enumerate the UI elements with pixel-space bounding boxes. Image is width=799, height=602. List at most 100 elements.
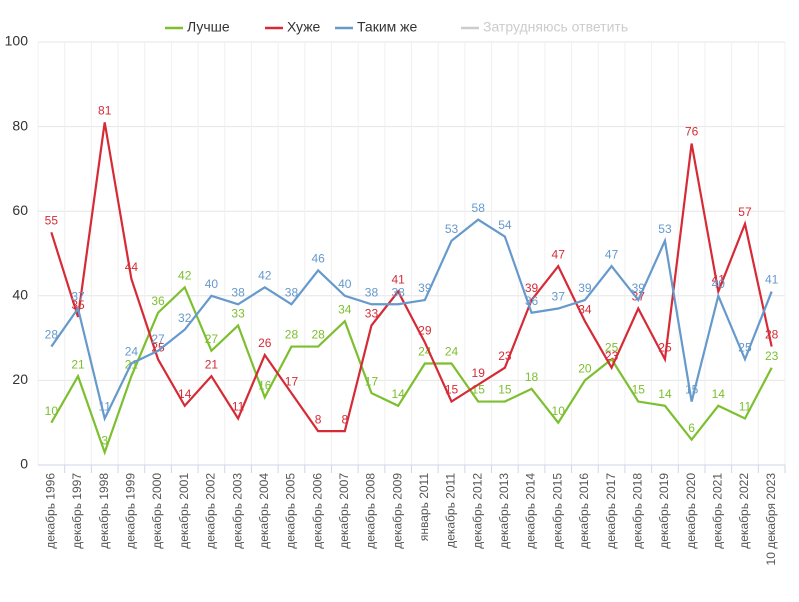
x-tick-label: декабрь 2017 xyxy=(604,473,618,549)
data-label: 18 xyxy=(525,370,539,384)
data-label: 76 xyxy=(685,125,699,139)
data-label: 55 xyxy=(45,214,59,228)
legend-label: Затрудняюсь ответить xyxy=(483,19,628,35)
y-tick-label: 60 xyxy=(12,202,28,218)
data-label: 23 xyxy=(605,349,619,363)
data-label: 15 xyxy=(685,383,699,397)
data-label: 42 xyxy=(258,269,272,283)
data-label: 28 xyxy=(765,328,779,342)
data-label: 25 xyxy=(658,340,672,354)
x-tick-label: декабрь 2007 xyxy=(337,473,351,549)
data-label: 32 xyxy=(178,311,192,325)
data-label: 26 xyxy=(258,336,272,350)
data-label: 36 xyxy=(151,294,165,308)
data-label: 44 xyxy=(125,260,139,274)
data-label: 14 xyxy=(658,387,672,401)
data-label: 11 xyxy=(739,400,752,414)
data-label: 8 xyxy=(341,412,348,426)
data-label: 21 xyxy=(205,357,219,371)
data-label: 17 xyxy=(285,374,299,388)
legend-label: Таким же xyxy=(357,19,418,35)
x-tick-label: декабрь 2019 xyxy=(657,473,671,549)
data-label: 46 xyxy=(311,252,325,266)
data-label: 41 xyxy=(765,273,779,287)
y-tick-label: 40 xyxy=(12,287,28,303)
data-label: 10 xyxy=(45,404,59,418)
x-tick-label: декабрь 1996 xyxy=(44,473,58,549)
data-label: 37 xyxy=(71,290,85,304)
data-label: 15 xyxy=(632,383,646,397)
legend-label: Лучше xyxy=(187,19,230,35)
data-label: 25 xyxy=(738,340,752,354)
data-label: 37 xyxy=(552,290,566,304)
data-label: 57 xyxy=(738,205,752,219)
data-label: 42 xyxy=(178,269,192,283)
data-label: 28 xyxy=(45,328,59,342)
data-label: 20 xyxy=(578,362,592,376)
x-tick-label: декабрь 1999 xyxy=(124,473,138,549)
x-tick-label: декабрь 2006 xyxy=(310,473,324,549)
data-label: 38 xyxy=(365,285,379,299)
x-tick-label: декабрь 2014 xyxy=(524,473,538,549)
data-label: 17 xyxy=(365,374,379,388)
x-tick-label: декабрь 2018 xyxy=(630,473,644,549)
x-tick-label: январь 2011 xyxy=(417,473,431,541)
data-label: 25 xyxy=(605,340,619,354)
series-line xyxy=(50,122,773,433)
data-label: 38 xyxy=(285,285,299,299)
data-label: 14 xyxy=(178,387,192,401)
data-label: 33 xyxy=(231,307,245,321)
data-label: 24 xyxy=(125,345,139,359)
data-label: 10 xyxy=(552,404,566,418)
x-tick-label: декабрь 2011 xyxy=(444,473,458,548)
x-tick-label: декабрь 2000 xyxy=(150,473,164,549)
data-label: 23 xyxy=(765,349,779,363)
data-label: 33 xyxy=(365,307,379,321)
data-label: 81 xyxy=(98,104,112,118)
y-tick-label: 0 xyxy=(20,456,28,472)
y-tick-label: 100 xyxy=(5,33,29,49)
x-tick-label: декабрь 2013 xyxy=(497,473,511,549)
data-label: 28 xyxy=(285,328,299,342)
data-label: 35 xyxy=(71,298,85,312)
data-label: 27 xyxy=(151,332,165,346)
data-label: 40 xyxy=(205,277,219,291)
data-label: 39 xyxy=(632,281,646,295)
data-label: 47 xyxy=(605,247,619,261)
data-label: 14 xyxy=(391,387,405,401)
data-label: 41 xyxy=(391,273,405,287)
data-label: 39 xyxy=(418,281,432,295)
x-tick-label: декабрь 2009 xyxy=(390,473,404,549)
data-label: 40 xyxy=(712,277,726,291)
data-label: 28 xyxy=(311,328,325,342)
x-tick-label: декабрь 2008 xyxy=(364,473,378,549)
x-tick-label: декабрь 2021 xyxy=(710,473,724,549)
x-tick-label: декабрь 2002 xyxy=(204,473,218,549)
data-label: 34 xyxy=(578,302,592,316)
data-label: 15 xyxy=(445,383,459,397)
data-label: 6 xyxy=(688,421,695,435)
data-label: 23 xyxy=(498,349,512,363)
data-label: 14 xyxy=(712,387,726,401)
data-label: 25 xyxy=(151,340,165,354)
series-line xyxy=(50,218,773,422)
data-label: 41 xyxy=(712,273,726,287)
x-tick-label: декабрь 2001 xyxy=(177,473,191,549)
y-tick-label: 20 xyxy=(12,371,28,387)
x-tick-label: декабрь 2005 xyxy=(284,473,298,549)
x-tick-label: декабрь 2015 xyxy=(550,473,564,549)
x-tick-label: декабрь 1998 xyxy=(97,473,111,549)
data-label: 21 xyxy=(71,357,85,371)
x-tick-label: декабрь 2003 xyxy=(230,473,244,549)
x-tick-label: декабрь 2020 xyxy=(684,473,698,549)
data-label: 54 xyxy=(498,218,512,232)
data-label: 3 xyxy=(101,433,108,447)
x-tick-label: декабрь 2004 xyxy=(257,473,271,549)
series-line xyxy=(50,285,773,456)
data-label: 16 xyxy=(258,378,272,392)
data-label: 39 xyxy=(525,281,539,295)
data-label: 24 xyxy=(445,345,459,359)
data-label: 47 xyxy=(552,247,566,261)
data-label: 58 xyxy=(472,201,486,215)
